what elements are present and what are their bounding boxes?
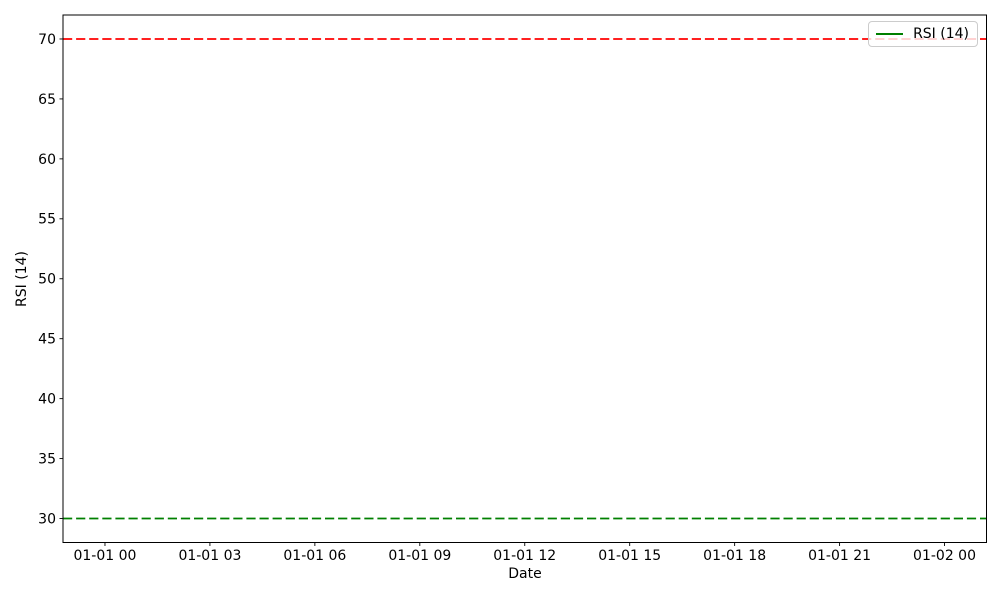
x-tick-label: 01-01 00 bbox=[73, 548, 136, 564]
y-tick-label: 55 bbox=[38, 212, 56, 228]
y-tick-label: 35 bbox=[38, 451, 56, 467]
y-axis-label: RSI (14) bbox=[14, 251, 30, 307]
y-tick-label: 60 bbox=[38, 152, 56, 168]
plot-frame bbox=[62, 14, 987, 543]
legend-label: RSI (14) bbox=[913, 26, 969, 42]
x-tick-label: 01-01 18 bbox=[703, 548, 766, 564]
y-tick-label: 30 bbox=[38, 511, 56, 527]
x-tick-label: 01-01 06 bbox=[283, 548, 346, 564]
y-tick-label: 45 bbox=[38, 332, 56, 348]
x-axis-label: Date bbox=[508, 566, 542, 582]
y-tick-label: 70 bbox=[38, 32, 56, 48]
x-tick-label: 01-02 00 bbox=[913, 548, 976, 564]
x-tick-label: 01-01 09 bbox=[388, 548, 451, 564]
y-tick-label: 40 bbox=[38, 392, 56, 408]
x-tick-label: 01-01 12 bbox=[493, 548, 556, 564]
x-tick-label: 01-01 21 bbox=[808, 548, 871, 564]
y-tick-label: 65 bbox=[38, 92, 56, 108]
y-tick-label: 50 bbox=[38, 272, 56, 288]
legend: RSI (14) bbox=[868, 21, 978, 47]
x-tick-label: 01-01 15 bbox=[598, 548, 661, 564]
legend-line-swatch bbox=[876, 33, 904, 35]
x-tick-label: 01-01 03 bbox=[178, 548, 241, 564]
